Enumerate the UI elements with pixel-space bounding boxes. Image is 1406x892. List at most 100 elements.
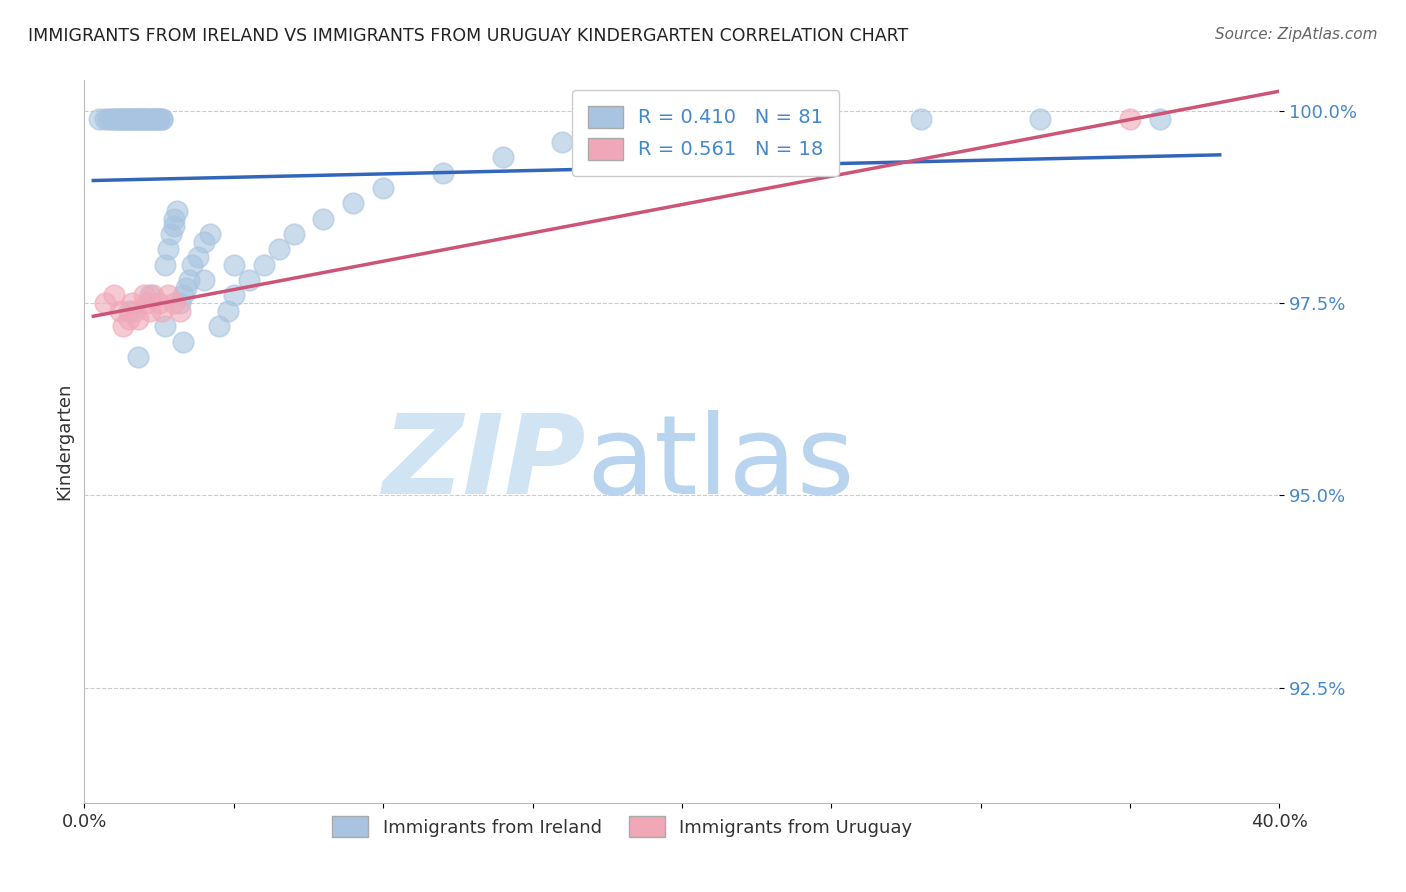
Point [118, 112, 141, 126]
Point [153, 258, 176, 272]
Point [124, 304, 146, 318]
Point [118, 304, 141, 318]
Point [148, 112, 170, 126]
Point [312, 211, 335, 226]
Point [283, 227, 305, 241]
Point [160, 227, 183, 241]
Point [124, 112, 146, 126]
Point [150, 112, 173, 126]
Point [124, 112, 146, 126]
Point [187, 250, 209, 264]
Text: atlas: atlas [586, 409, 855, 516]
Point [112, 319, 135, 334]
Point [910, 112, 932, 126]
Point [132, 112, 156, 126]
Point [110, 304, 132, 318]
Point [217, 304, 239, 318]
Point [166, 203, 188, 218]
Point [238, 273, 260, 287]
Point [342, 196, 364, 211]
Point [124, 112, 146, 126]
Point [148, 112, 170, 126]
Point [121, 112, 143, 126]
Point [136, 112, 159, 126]
Point [118, 112, 141, 126]
Point [169, 296, 191, 310]
Point [267, 243, 290, 257]
Point [150, 112, 173, 126]
Text: Source: ZipAtlas.com: Source: ZipAtlas.com [1215, 27, 1378, 42]
Point [110, 112, 132, 126]
Point [127, 350, 149, 364]
Point [121, 112, 143, 126]
Point [148, 296, 170, 310]
Point [136, 112, 159, 126]
Point [112, 112, 135, 126]
Point [136, 296, 159, 310]
Point [139, 288, 162, 302]
Point [193, 235, 215, 249]
Point [157, 288, 180, 302]
Point [127, 112, 149, 126]
Text: IMMIGRANTS FROM IRELAND VS IMMIGRANTS FROM URUGUAY KINDERGARTEN CORRELATION CHAR: IMMIGRANTS FROM IRELAND VS IMMIGRANTS FR… [28, 27, 908, 45]
Point [181, 258, 204, 272]
Point [222, 288, 245, 302]
Point [112, 112, 135, 126]
Point [193, 273, 215, 287]
Point [551, 135, 574, 149]
Point [198, 227, 221, 241]
Point [142, 112, 165, 126]
Point [115, 112, 138, 126]
Point [1029, 112, 1052, 126]
Point [145, 112, 167, 126]
Point [208, 319, 231, 334]
Point [139, 112, 162, 126]
Point [94, 112, 117, 126]
Point [1119, 112, 1142, 126]
Point [132, 112, 156, 126]
Point [127, 112, 149, 126]
Point [222, 258, 245, 272]
Point [89, 112, 111, 126]
Point [121, 296, 143, 310]
Point [150, 304, 173, 318]
Point [139, 304, 162, 318]
Point [142, 288, 165, 302]
Point [127, 311, 149, 326]
Legend: Immigrants from Ireland, Immigrants from Uruguay: Immigrants from Ireland, Immigrants from… [325, 809, 920, 845]
Point [129, 112, 152, 126]
Point [97, 112, 120, 126]
Point [118, 311, 141, 326]
Point [132, 288, 156, 302]
Point [373, 181, 395, 195]
Point [105, 112, 128, 126]
Point [103, 112, 125, 126]
Point [253, 258, 276, 272]
Point [432, 165, 454, 179]
Point [492, 150, 515, 164]
Point [103, 112, 125, 126]
Y-axis label: Kindergarten: Kindergarten [55, 383, 73, 500]
Point [139, 112, 162, 126]
Point [103, 288, 125, 302]
Point [115, 112, 138, 126]
Point [671, 120, 693, 134]
Text: ZIP: ZIP [382, 409, 586, 516]
Point [129, 112, 152, 126]
Point [145, 112, 167, 126]
Point [110, 112, 132, 126]
Point [1149, 112, 1171, 126]
Point [145, 112, 167, 126]
Point [163, 219, 186, 234]
Point [174, 281, 197, 295]
Point [157, 243, 180, 257]
Point [790, 112, 813, 126]
Point [172, 288, 194, 302]
Point [163, 296, 186, 310]
Point [132, 112, 156, 126]
Point [163, 211, 186, 226]
Point [94, 296, 117, 310]
Point [118, 112, 141, 126]
Point [142, 112, 165, 126]
Point [100, 112, 122, 126]
